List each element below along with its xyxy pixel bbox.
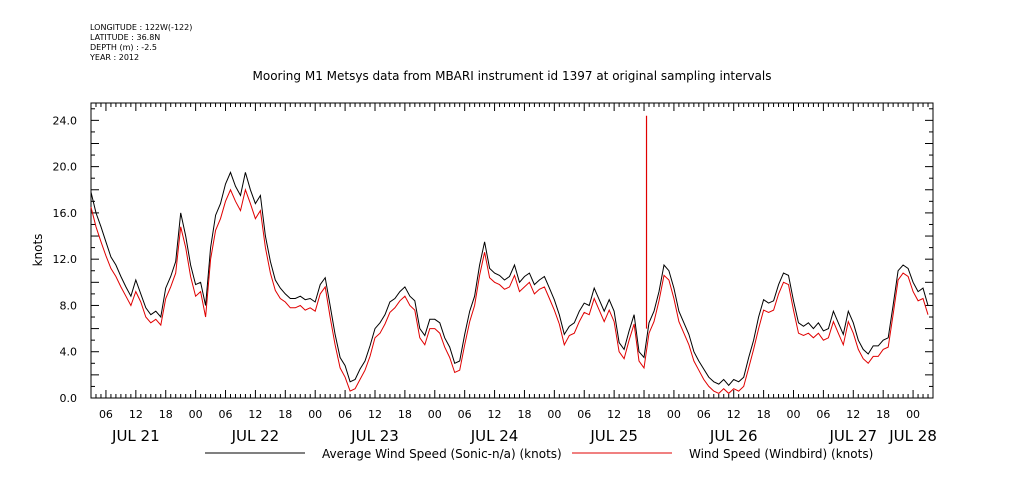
day-label: JUL 23	[350, 427, 399, 445]
x-tick-label: 12	[248, 408, 262, 421]
x-tick-labels: 06 12 18 00 06 12 18 00 06 12 18 00 06 12 18 00 06 12 18 00…	[99, 408, 920, 421]
x-tick-label: 00	[667, 408, 681, 421]
legend: Average Wind Speed (Sonic-n/a) (knots) W…	[205, 447, 873, 461]
x-tick-label: 06	[697, 408, 711, 421]
x-tick-label: 18	[398, 408, 412, 421]
x-tick-label: 18	[159, 408, 173, 421]
meta-year: YEAR : 2012	[89, 53, 139, 62]
day-labels: JUL 21 JUL 22 JUL 23 JUL 24 JUL 25 JUL 26 JUL …	[111, 427, 937, 445]
day-label: JUL 21	[111, 427, 160, 445]
y-tick-label: 24.0	[53, 114, 78, 127]
legend-label-average: Average Wind Speed (Sonic-n/a) (knots)	[322, 447, 562, 461]
x-tick-label: 12	[129, 408, 143, 421]
day-label: JUL 27	[828, 427, 877, 445]
x-tick-label: 06	[816, 408, 830, 421]
day-label: JUL 25	[589, 427, 638, 445]
y-tick-label: 20.0	[53, 161, 78, 174]
y-tick-label: 0.0	[60, 392, 78, 405]
y-tick-label: 8.0	[60, 299, 78, 312]
x-tick-label: 18	[517, 408, 531, 421]
y-tick-label: 12.0	[53, 253, 78, 266]
day-label: JUL 22	[231, 427, 280, 445]
x-tick-label: 12	[368, 408, 382, 421]
x-tick-label: 18	[637, 408, 651, 421]
day-label: JUL 26	[709, 427, 758, 445]
series-windbird-wind-speed	[90, 188, 929, 395]
axis-ticks	[90, 103, 934, 399]
x-tick-label: 18	[278, 408, 292, 421]
day-label: JUL 28	[888, 427, 937, 445]
x-tick-label: 06	[219, 408, 233, 421]
x-tick-label: 18	[876, 408, 890, 421]
x-tick-label: 12	[846, 408, 860, 421]
x-tick-label: 00	[906, 408, 920, 421]
chart-title: Mooring M1 Metsys data from MBARI instru…	[253, 69, 772, 83]
x-tick-label: 00	[428, 408, 442, 421]
plot-frame	[90, 102, 934, 399]
x-tick-label: 18	[757, 408, 771, 421]
x-tick-label: 06	[577, 408, 591, 421]
metadata-block: LONGITUDE : 122W(-122) LATITUDE : 36.8N …	[89, 23, 192, 62]
meta-latitude: LATITUDE : 36.8N	[90, 33, 160, 42]
legend-label-windbird: Wind Speed (Windbird) (knots)	[689, 447, 873, 461]
meta-longitude: LONGITUDE : 122W(-122)	[90, 23, 192, 32]
x-tick-label: 12	[607, 408, 621, 421]
x-tick-label: 00	[547, 408, 561, 421]
series-average-wind-speed	[90, 171, 929, 387]
y-axis-label: knots	[31, 234, 45, 267]
y-tick-label: 4.0	[60, 346, 78, 359]
y-tick-label: 16.0	[53, 207, 78, 220]
x-tick-label: 00	[189, 408, 203, 421]
x-tick-label: 12	[727, 408, 741, 421]
meta-depth: DEPTH (m) : -2.5	[90, 43, 157, 52]
series-layer	[90, 115, 929, 395]
x-tick-label: 06	[458, 408, 472, 421]
x-tick-label: 00	[786, 408, 800, 421]
day-label: JUL 24	[470, 427, 519, 445]
x-tick-label: 12	[488, 408, 502, 421]
x-tick-label: 06	[338, 408, 352, 421]
x-tick-label: 00	[308, 408, 322, 421]
y-tick-labels: 0.0 4.0 8.0 12.0 16.0 20.0 24.0	[53, 114, 78, 405]
x-tick-label: 06	[99, 408, 113, 421]
